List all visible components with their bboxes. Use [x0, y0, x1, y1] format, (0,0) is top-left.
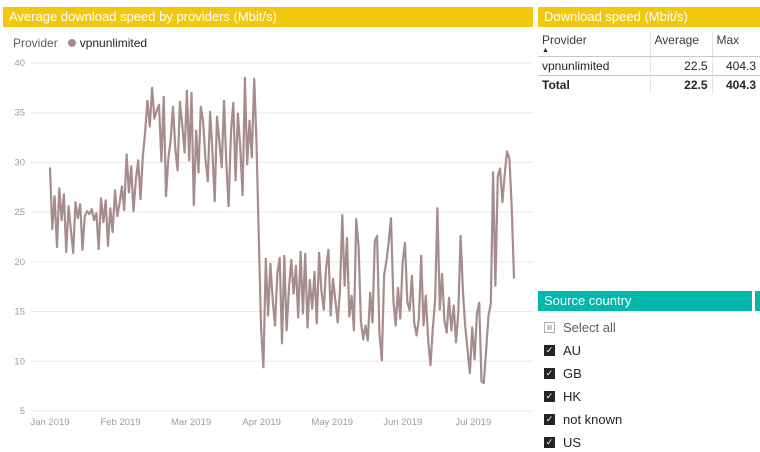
- slicer-item-label: GB: [563, 366, 582, 381]
- y-tick-label-25: 25: [14, 207, 25, 218]
- slicer-item-hk[interactable]: ✓ HK: [544, 387, 760, 406]
- chart-legend: Provider vpnunlimited: [13, 35, 533, 51]
- slicer-item-label: HK: [563, 389, 582, 404]
- y-tick-label-15: 15: [14, 307, 25, 318]
- checkbox-checked-icon[interactable]: ✓: [544, 414, 555, 425]
- slicer-scrollbar-handle[interactable]: [755, 291, 760, 311]
- table-total-row-cell-0: Total: [538, 75, 650, 94]
- table-row-vpnunlimited-cell-2: 404.3: [711, 56, 760, 76]
- table-header: Provider ▲ Average Max: [538, 31, 760, 57]
- slicer-item-select-all[interactable]: Select all: [544, 318, 760, 337]
- x-tick-label-3: Mar 2019: [171, 417, 211, 428]
- slicer-item-label: Select all: [563, 320, 616, 335]
- x-tick-label-6: Jun 2019: [383, 417, 422, 428]
- slicer-title: Source country: [544, 293, 632, 308]
- legend-item-vpnunlimited[interactable]: vpnunlimited: [67, 36, 148, 50]
- y-tick-label-20: 20: [14, 257, 25, 268]
- column-header-max[interactable]: Max: [711, 31, 760, 57]
- y-tick-label-35: 35: [14, 108, 25, 119]
- slicer-item-gb[interactable]: ✓ GB: [544, 364, 760, 383]
- x-tick-label-7: Jul 2019: [455, 417, 491, 428]
- sort-asc-icon: ▲: [542, 47, 549, 54]
- slicer-title-bar: Source country: [538, 291, 752, 311]
- legend-field-label: Provider: [13, 36, 58, 50]
- series-dot-icon: [67, 39, 76, 47]
- table-body: vpnunlimited 22.5 404.3 Total 22.5 404.3: [538, 56, 760, 94]
- slicer-item-not-known[interactable]: ✓ not known: [544, 410, 760, 429]
- download-speed-table-visual: Download speed (Mbit/s) Provider ▲ Average…: [538, 7, 760, 94]
- source-country-slicer: Source country Select all ✓ AU ✓ GB ✓ HK ✓ not k…: [538, 291, 760, 450]
- checkbox-checked-icon[interactable]: ✓: [544, 437, 555, 448]
- x-tick-label-2: Feb 2019: [100, 417, 140, 428]
- table-total-row[interactable]: Total 22.5 404.3: [538, 75, 760, 94]
- y-tick-label-30: 30: [14, 157, 25, 168]
- checkbox-checked-icon[interactable]: ✓: [544, 368, 555, 379]
- table-total-row-cell-1: 22.5: [649, 75, 712, 94]
- slicer-item-label: not known: [563, 412, 623, 427]
- y-tick-label-5: 5: [20, 406, 25, 417]
- slicer-item-label: US: [563, 435, 582, 450]
- slicer-item-au[interactable]: ✓ AU: [544, 341, 760, 360]
- table-row-vpnunlimited-cell-0: vpnunlimited: [542, 59, 610, 73]
- table-title-bar: Download speed (Mbit/s): [538, 7, 760, 27]
- checkbox-checked-icon[interactable]: ✓: [544, 391, 555, 402]
- chart-title: Average download speed by providers (Mbi…: [9, 9, 277, 24]
- chart-title-bar: Average download speed by providers (Mbi…: [3, 7, 533, 27]
- x-tick-label-4: Apr 2019: [242, 417, 281, 428]
- table-row-vpnunlimited-cell-1: 22.5: [649, 56, 712, 76]
- table-total-row-cell-2: 404.3: [711, 75, 760, 94]
- slicer-item-list: Select all ✓ AU ✓ GB ✓ HK ✓ not known ✓ US: [544, 318, 760, 452]
- table-row-vpnunlimited[interactable]: vpnunlimited 22.5 404.3: [538, 56, 760, 76]
- y-tick-label-40: 40: [14, 58, 25, 69]
- legend-series-name: vpnunlimited: [79, 36, 148, 50]
- line-chart-plot[interactable]: 40 35 30 25 20 15 10 5 Jan 2019 Feb 2019 Mar 2019 A…: [3, 53, 535, 431]
- column-header-average[interactable]: Average: [649, 31, 712, 57]
- column-header-provider[interactable]: Provider ▲: [538, 31, 650, 57]
- y-tick-label-10: 10: [14, 356, 25, 367]
- slicer-item-label: AU: [563, 343, 582, 358]
- table-title: Download speed (Mbit/s): [544, 9, 688, 24]
- checkbox-checked-icon[interactable]: ✓: [544, 345, 555, 356]
- slicer-item-us[interactable]: ✓ US: [544, 433, 760, 452]
- x-tick-label-5: May 2019: [311, 417, 353, 428]
- download-speed-table: Provider ▲ Average Max vpnunlimited 22.5 404.…: [538, 31, 760, 94]
- x-tick-label-1: Jan 2019: [30, 417, 69, 428]
- download-speed-line-chart: Average download speed by providers (Mbi…: [3, 7, 533, 431]
- checkbox-partial-icon[interactable]: [544, 322, 555, 333]
- series-line-vpnunlimited[interactable]: [48, 76, 516, 385]
